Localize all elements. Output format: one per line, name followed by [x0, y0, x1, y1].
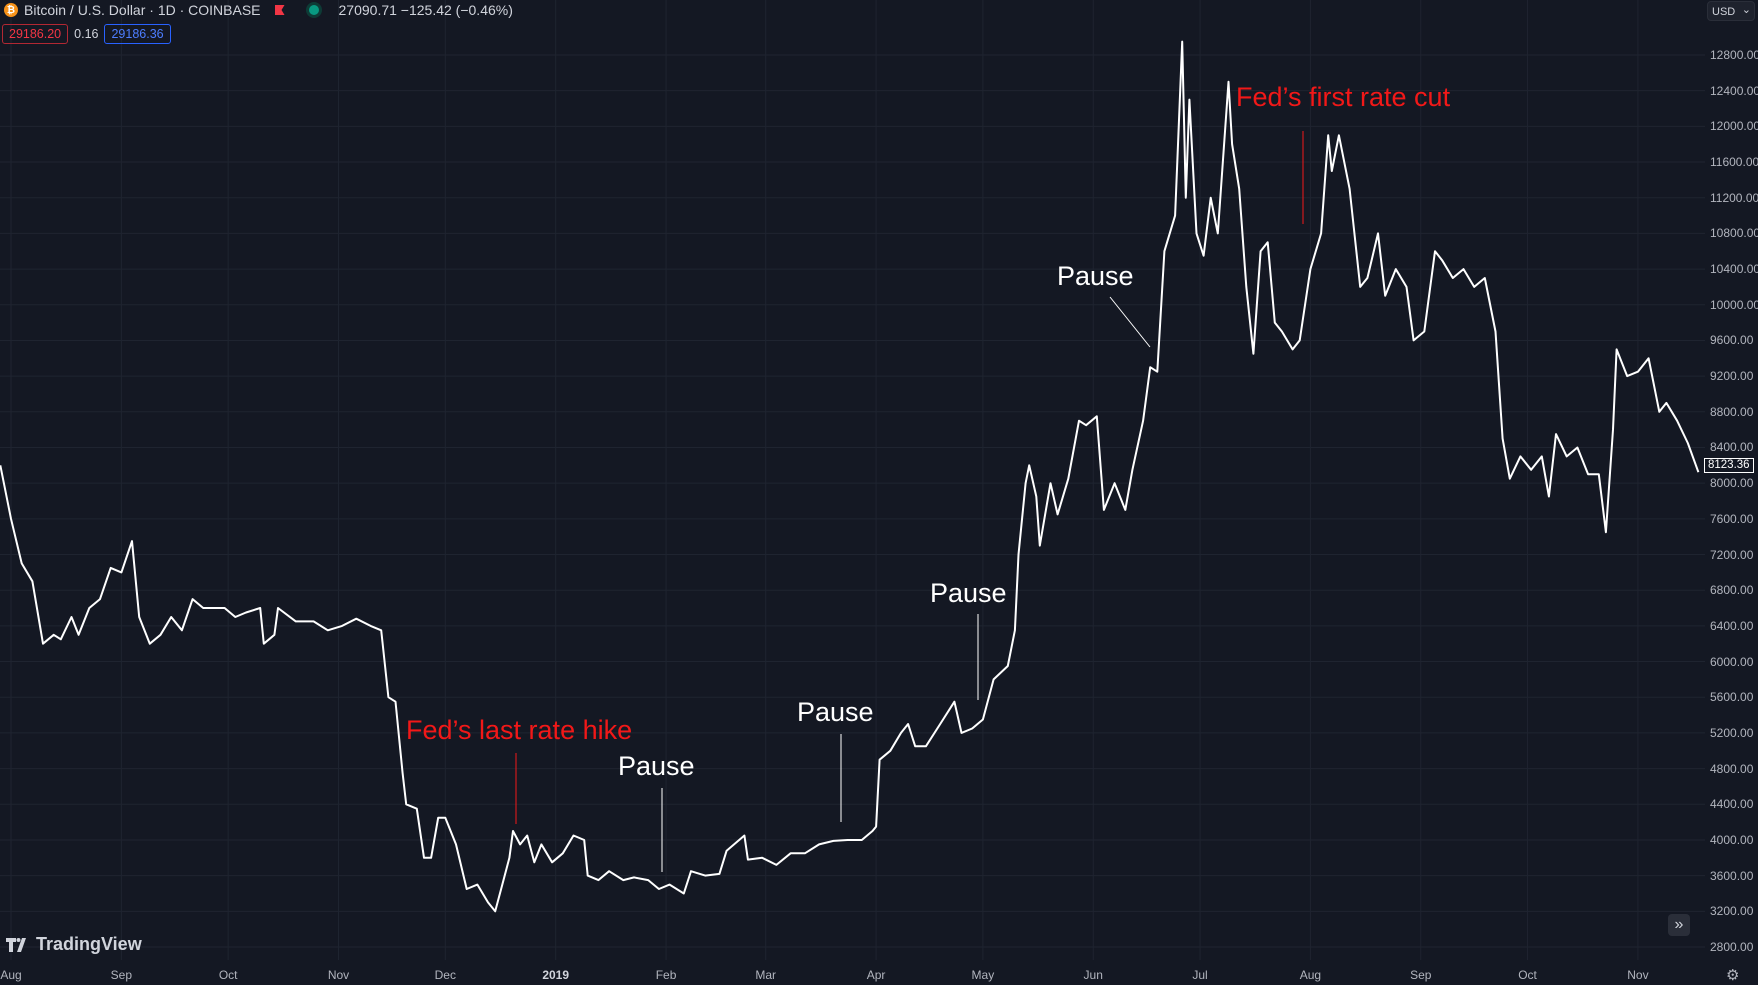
time-tick-label: Dec: [434, 968, 456, 982]
time-tick-label: Jun: [1083, 968, 1103, 982]
time-tick-label: Sep: [110, 968, 133, 982]
time-tick-label: Aug: [1299, 968, 1322, 982]
logo-text: TradingView: [36, 934, 142, 954]
time-tick-label: Oct: [1518, 968, 1537, 982]
annotation-last-rate-hike: Fed’s last rate hike: [406, 715, 633, 745]
price-tick-label: 8400.00: [1710, 440, 1754, 455]
annotation-pause-3: Pause: [930, 578, 1007, 608]
price-tick-label: 9600.00: [1710, 333, 1754, 348]
price-tick-label: 3600.00: [1710, 868, 1754, 883]
annotation-pause-2: Pause: [797, 697, 874, 727]
price-tick-label: 6800.00: [1710, 583, 1754, 598]
price-tick-label: 2800.00: [1710, 940, 1754, 954]
time-tick-label: Sep: [1410, 968, 1432, 982]
price-tick-label: 5200.00: [1710, 725, 1754, 740]
price-tick-label: 12400.00: [1710, 83, 1758, 98]
price-tick-label: 6400.00: [1710, 618, 1754, 633]
price-tick-label: 7600.00: [1710, 511, 1754, 526]
scroll-to-realtime-button[interactable]: »: [1668, 914, 1690, 936]
current-price-label: 8123.36: [1704, 458, 1754, 473]
price-tick-label: 11200.00: [1710, 190, 1758, 205]
flag-icon[interactable]: [274, 5, 285, 15]
time-tick-label: Jul: [1192, 968, 1208, 982]
price-tick-label: 8800.00: [1710, 404, 1754, 419]
time-tick-label: Apr: [866, 968, 886, 982]
price-tick-label: 5600.00: [1710, 690, 1754, 705]
price-tick-label: 3200.00: [1710, 904, 1754, 919]
settings-icon[interactable]: ⚙: [1726, 967, 1740, 984]
tradingview-logo[interactable]: TradingView: [6, 934, 142, 955]
time-tick-label: May: [971, 968, 995, 982]
quote-readout: 27090.71 −125.42 (−0.46%): [338, 2, 513, 18]
price-tick-label: 12800.00: [1710, 48, 1758, 62]
annotation-lines: [515, 131, 1304, 872]
time-tick-label: Aug: [0, 968, 22, 982]
price-tick-label: 10400.00: [1710, 262, 1758, 277]
time-tick-label: Oct: [218, 968, 238, 982]
price-tick-label: 12000.00: [1710, 119, 1758, 134]
buy-button[interactable]: 29186.36: [104, 24, 171, 44]
time-tick-label: Nov: [327, 968, 350, 982]
time-tick-label: Feb: [655, 968, 677, 982]
sell-button[interactable]: 29186.20: [2, 24, 69, 44]
price-tick-label: 4800.00: [1710, 761, 1754, 776]
pause-4-leader-line: [1109, 296, 1151, 348]
price-tick-label: 8000.00: [1710, 476, 1754, 491]
symbol-title[interactable]: Bitcoin / U.S. Dollar · 1D · COINBASE: [24, 2, 261, 18]
bid-ask: 29186.20 0.16 29186.36: [2, 24, 171, 44]
price-tick-label: 7200.00: [1710, 547, 1754, 562]
time-tick-label: Mar: [755, 968, 777, 982]
price-tick-label: 4400.00: [1710, 797, 1754, 812]
chevron-down-icon: ⌄: [1741, 4, 1751, 16]
price-tick-label: 6000.00: [1710, 654, 1754, 669]
annotation-first-rate-cut: Fed’s first rate cut: [1236, 82, 1451, 112]
annotation-pause-4: Pause: [1057, 261, 1134, 291]
time-tick-label: Nov: [1627, 968, 1649, 982]
price-line: [0, 40, 1700, 913]
price-tick-label: 4000.00: [1710, 832, 1754, 847]
spread: 0.16: [74, 27, 99, 41]
currency-select[interactable]: USD ⌄: [1707, 1, 1755, 21]
price-tick-label: 10000.00: [1710, 297, 1758, 312]
annotation-pause-1: Pause: [618, 751, 695, 781]
currency-label: USD: [1712, 6, 1736, 18]
grid: [0, 0, 1705, 960]
price-tick-label: 11600.00: [1710, 155, 1758, 170]
bitcoin-icon: ₿: [4, 3, 18, 17]
market-status-icon: [308, 5, 319, 15]
price-tick-label: 9200.00: [1710, 369, 1754, 384]
tradingview-logo-icon: [6, 937, 26, 952]
symbol-header: ₿ Bitcoin / U.S. Dollar · 1D · COINBASE …: [4, 2, 513, 18]
time-tick-label: 2019: [542, 968, 570, 982]
price-tick-label: 10800.00: [1710, 226, 1758, 241]
